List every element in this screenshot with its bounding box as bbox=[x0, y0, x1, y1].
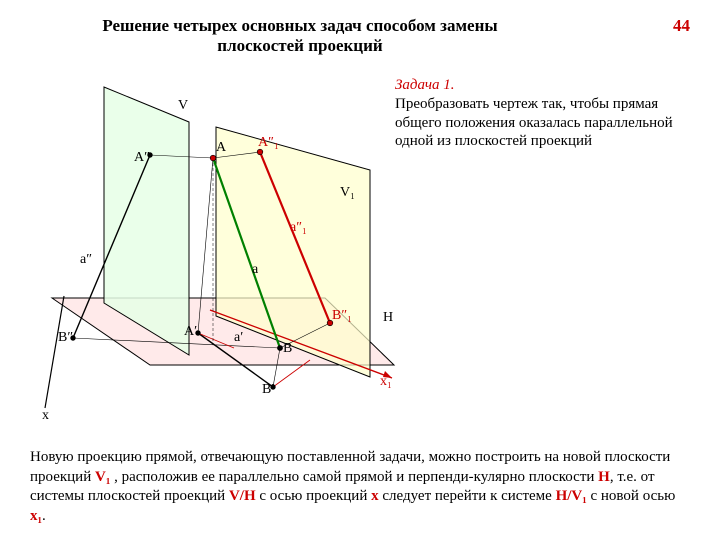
page-title: Решение четырех основных задач способом … bbox=[60, 16, 540, 56]
label-a: a bbox=[252, 262, 258, 278]
label-ap: a′ bbox=[234, 330, 243, 346]
label-V: V bbox=[178, 98, 188, 114]
title-line2: плоскостей проекций bbox=[60, 36, 540, 56]
diagram bbox=[40, 80, 400, 430]
label-B2: B″ bbox=[58, 330, 73, 346]
label-x1: x₁ bbox=[380, 374, 392, 390]
title-line1: Решение четырех основных задач способом … bbox=[60, 16, 540, 36]
label-A: A bbox=[216, 140, 226, 156]
task-heading: Задача 1. bbox=[395, 77, 454, 93]
label-H: H bbox=[383, 310, 393, 326]
label-B: B bbox=[283, 341, 292, 357]
page-number: 44 bbox=[673, 16, 690, 36]
task-body: Преобразовать чертеж так, чтобы прямая о… bbox=[395, 96, 673, 150]
label-a1: a″₁ bbox=[290, 220, 307, 236]
label-V1: V₁ bbox=[340, 185, 355, 201]
label-A2: A″ bbox=[134, 150, 150, 166]
label-B12: B″₁ bbox=[332, 308, 352, 324]
label-Bp: B′ bbox=[262, 382, 274, 398]
label-A12: A″₁ bbox=[258, 135, 279, 151]
bottom-paragraph: Новую проекцию прямой, отвечающую постав… bbox=[30, 448, 690, 526]
task-text: Задача 1. Преобразовать чертеж так, чтоб… bbox=[395, 76, 695, 151]
label-Ap: A′ bbox=[184, 324, 197, 340]
label-a2: a″ bbox=[80, 252, 92, 268]
label-x: x bbox=[42, 408, 49, 424]
